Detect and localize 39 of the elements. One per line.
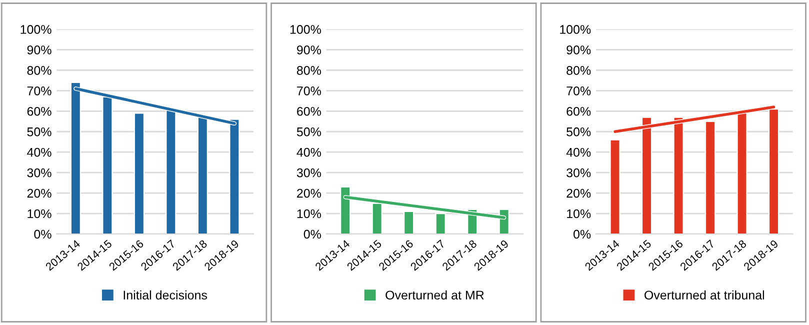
y-tick-label: 10%: [297, 209, 321, 218]
bar: [610, 139, 620, 234]
y-tick-label: 20%: [566, 188, 591, 198]
y-tick-label: 40%: [566, 148, 591, 157]
y-tick-label: 20%: [297, 188, 321, 198]
bar: [134, 112, 144, 234]
y-tick-label: 40%: [296, 148, 321, 157]
y-tick-label: 60%: [297, 106, 321, 116]
bar: [404, 210, 414, 234]
y-tick-label: 0%: [304, 230, 321, 239]
y-tick-label: 30%: [566, 168, 591, 178]
legend-label: Initial decisions: [124, 290, 207, 300]
legend-label: Overturned at MR: [386, 290, 484, 300]
y-tick-label: 10%: [567, 209, 591, 218]
y-tick-label: 70%: [27, 86, 52, 96]
y-tick-label: 30%: [296, 168, 321, 178]
y-tick-label: 50%: [566, 127, 591, 136]
y-tick-label: 100%: [20, 25, 52, 34]
y-tick-label: 100%: [290, 25, 321, 34]
y-tick-label: 100%: [560, 25, 591, 34]
y-tick-label: 70%: [297, 86, 321, 96]
y-tick-label: 80%: [27, 66, 52, 75]
legend-label: Overturned at tribunal: [644, 290, 764, 300]
y-tick-label: 90%: [566, 46, 591, 54]
y-tick-label: 40%: [27, 148, 52, 157]
y-tick-label: 0%: [574, 230, 591, 239]
y-tick-label: 50%: [27, 127, 52, 136]
y-tick-label: 0%: [34, 230, 52, 239]
y-tick-label: 90%: [297, 46, 321, 54]
y-tick-label: 10%: [28, 209, 52, 218]
y-tick-label: 70%: [566, 86, 591, 96]
y-tick-label: 60%: [566, 106, 591, 116]
y-tick-label: 90%: [27, 46, 52, 54]
y-tick-label: 30%: [27, 168, 52, 178]
y-tick-label: 20%: [27, 188, 52, 198]
y-tick-label: 80%: [296, 66, 321, 75]
y-tick-label: 50%: [296, 127, 321, 136]
y-tick-label: 80%: [566, 66, 591, 75]
y-tick-label: 60%: [27, 106, 52, 116]
